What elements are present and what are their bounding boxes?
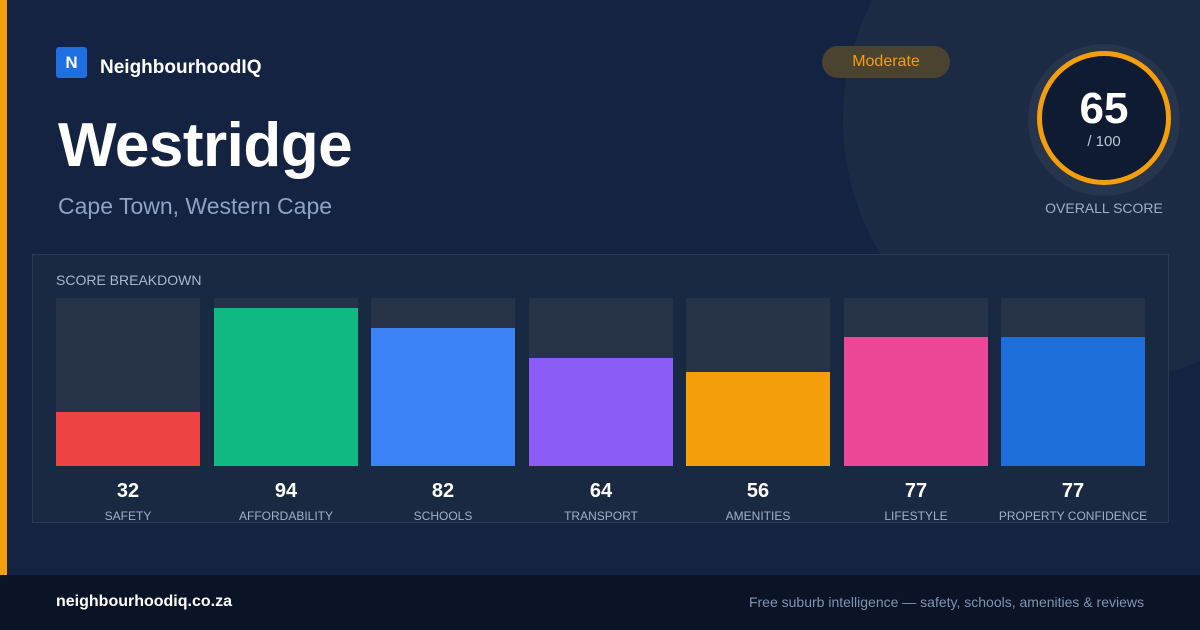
score-bar-value: 56 — [746, 480, 770, 502]
score-bar-track — [529, 298, 673, 466]
rating-badge: Moderate — [822, 46, 950, 78]
suburb-name: Westridge — [58, 111, 353, 180]
score-bar-track — [686, 298, 830, 466]
footer — [0, 575, 1200, 630]
score-bar-track — [56, 298, 200, 466]
score-bar-value: 64 — [589, 480, 613, 502]
score-bar-value: 82 — [431, 480, 455, 502]
score-bar-value: 94 — [274, 480, 298, 502]
score-bar-track — [371, 298, 515, 466]
score-bar — [56, 412, 200, 466]
overall-score-value: 65 — [1079, 84, 1129, 133]
score-bar — [214, 308, 358, 466]
footer-url-link[interactable]: neighbourhoodiq.co.za — [56, 593, 232, 610]
score-bar-label: AFFORDABILITY — [238, 509, 333, 523]
score-bar — [371, 328, 515, 466]
suburb-location: Cape Town, Western Cape — [58, 193, 333, 219]
score-bar-track — [1001, 298, 1145, 466]
brand-logo[interactable]: N NeighbourhoodIQ — [56, 46, 261, 79]
score-bar — [529, 358, 673, 466]
overall-score-max: / 100 — [1087, 133, 1121, 150]
score-bar — [1001, 337, 1145, 466]
score-bar-value: 77 — [1061, 480, 1085, 502]
brand-name: NeighbourhoodIQ — [100, 57, 262, 78]
score-bar-label: SCHOOLS — [413, 509, 473, 523]
logo-mark-icon: N — [56, 47, 87, 78]
overall-score-label: OVERALL SCORE — [1045, 200, 1163, 216]
score-bar-label: PROPERTY CONFIDENCE — [998, 509, 1148, 523]
score-breakdown-title: SCORE BREAKDOWN — [56, 272, 202, 288]
score-bar-label: SAFETY — [104, 509, 152, 523]
accent-strip — [0, 0, 7, 575]
score-bar-label: TRANSPORT — [564, 509, 638, 523]
footer-tagline: Free suburb intelligence — safety, schoo… — [748, 594, 1144, 610]
score-bar-track — [214, 298, 358, 466]
score-bar — [686, 372, 830, 466]
overall-score-ring — [1037, 51, 1171, 185]
score-bar — [844, 337, 988, 466]
score-bar-label: LIFESTYLE — [884, 509, 948, 523]
score-bar-value: 32 — [116, 480, 140, 502]
score-bar-track — [844, 298, 988, 466]
score-bar-label: AMENITIES — [725, 509, 791, 523]
score-bar-value: 77 — [904, 480, 928, 502]
